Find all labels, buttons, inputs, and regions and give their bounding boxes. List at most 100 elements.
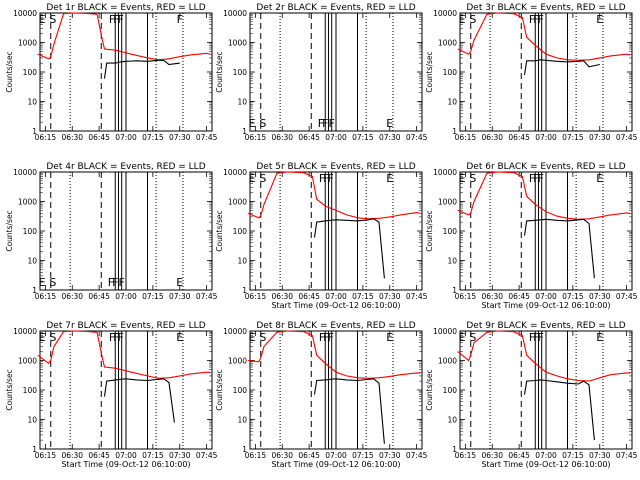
y-tick-label: 10000 bbox=[223, 168, 247, 177]
x-axis-label: Start Time (09-Oct-12 06:10:00) bbox=[61, 460, 190, 469]
event-marker: F bbox=[322, 117, 328, 130]
x-tick-label: 07:30 bbox=[379, 133, 401, 142]
y-axis-label: Counts/sec bbox=[5, 51, 14, 92]
event-marker: S bbox=[469, 331, 476, 344]
panel-title: Det 2r BLACK = Events, RED = LLD bbox=[256, 3, 415, 13]
events-series bbox=[313, 378, 385, 444]
x-tick-label: 06:45 bbox=[88, 133, 110, 142]
events-series bbox=[523, 218, 595, 279]
y-tick-label: 1000 bbox=[228, 39, 247, 48]
y-axis-label: Counts/sec bbox=[425, 369, 434, 410]
lld-series bbox=[247, 171, 420, 220]
y-tick-label: 1 bbox=[32, 445, 37, 454]
event-marker: E bbox=[386, 331, 393, 344]
y-tick-label: 10 bbox=[447, 257, 457, 266]
event-marker: F bbox=[537, 172, 543, 185]
x-tick-label: 06:15 bbox=[455, 292, 477, 301]
event-marker: S bbox=[469, 13, 476, 26]
event-marker: F bbox=[323, 172, 329, 185]
event-marker: E bbox=[249, 172, 256, 185]
x-tick-label: 06:45 bbox=[88, 292, 110, 301]
y-tick-label: 100 bbox=[233, 227, 248, 236]
y-tick-label: 10 bbox=[237, 98, 247, 107]
event-marker: F bbox=[319, 331, 325, 344]
event-marker: F bbox=[109, 13, 115, 26]
event-marker: F bbox=[108, 276, 114, 289]
x-tick-label: 06:15 bbox=[245, 133, 267, 142]
x-tick-label: 07:00 bbox=[535, 451, 557, 460]
x-tick-label: 07:00 bbox=[325, 451, 347, 460]
x-tick-label: 07:00 bbox=[325, 292, 347, 301]
panel-title: Det 5r BLACK = Events, RED = LLD bbox=[256, 162, 415, 172]
y-tick-label: 10000 bbox=[223, 327, 247, 336]
event-marker: E bbox=[596, 13, 603, 26]
y-tick-label: 1 bbox=[242, 127, 247, 136]
x-tick-label: 06:15 bbox=[245, 451, 267, 460]
x-axis-label: Start Time (09-Oct-12 06:10:00) bbox=[481, 460, 610, 469]
y-tick-label: 1 bbox=[242, 445, 247, 454]
event-marker: S bbox=[259, 331, 266, 344]
panel-det-9: Det 9r BLACK = Events, RED = LLD 1 10 100 10… bbox=[425, 321, 638, 469]
x-tick-label: 07:45 bbox=[406, 133, 428, 142]
x-tick-label: 06:45 bbox=[88, 451, 110, 460]
y-tick-label: 1000 bbox=[18, 198, 37, 207]
y-tick-label: 1000 bbox=[438, 39, 457, 48]
event-marker: E bbox=[386, 172, 393, 185]
y-tick-label: 10 bbox=[237, 257, 247, 266]
panel-title: Det 6r BLACK = Events, RED = LLD bbox=[466, 162, 625, 172]
x-tick-label: 06:30 bbox=[481, 292, 503, 301]
x-tick-label: 06:30 bbox=[481, 451, 503, 460]
event-marker: E bbox=[39, 331, 46, 344]
events-series bbox=[523, 59, 600, 75]
x-tick-label: 07:45 bbox=[196, 133, 218, 142]
event-marker: S bbox=[49, 13, 56, 26]
panel-det-2: Det 2r BLACK = Events, RED = LLD 1 10 100 10… bbox=[215, 3, 428, 142]
x-tick-label: 07:15 bbox=[562, 133, 584, 142]
x-tick-label: 07:15 bbox=[562, 292, 584, 301]
event-marker: E bbox=[459, 13, 466, 26]
x-tick-label: 07:15 bbox=[142, 451, 164, 460]
events-series bbox=[523, 379, 595, 441]
x-tick-label: 06:15 bbox=[455, 133, 477, 142]
event-marker: F bbox=[177, 13, 183, 26]
x-tick-label: 07:00 bbox=[115, 292, 137, 301]
event-marker: E bbox=[249, 331, 256, 344]
y-axis-label: Counts/sec bbox=[215, 210, 224, 251]
y-tick-label: 1000 bbox=[438, 357, 457, 366]
x-tick-label: 07:00 bbox=[115, 451, 137, 460]
y-tick-label: 10 bbox=[27, 416, 37, 425]
x-tick-label: 07:30 bbox=[589, 133, 611, 142]
x-tick-label: 07:45 bbox=[406, 292, 428, 301]
y-tick-label: 1000 bbox=[228, 357, 247, 366]
x-axis-label: Start Time (09-Oct-12 06:10:00) bbox=[271, 460, 400, 469]
x-tick-label: 07:00 bbox=[535, 133, 557, 142]
x-tick-label: 07:45 bbox=[196, 292, 218, 301]
x-tick-label: 06:45 bbox=[508, 292, 530, 301]
y-tick-label: 100 bbox=[233, 386, 248, 395]
event-marker: F bbox=[327, 331, 333, 344]
x-tick-label: 07:30 bbox=[169, 451, 191, 460]
event-marker: F bbox=[529, 172, 535, 185]
event-marker: E bbox=[176, 276, 183, 289]
y-tick-label: 1 bbox=[452, 286, 457, 295]
y-tick-label: 1000 bbox=[18, 39, 37, 48]
event-marker: S bbox=[49, 331, 56, 344]
y-tick-label: 100 bbox=[23, 386, 38, 395]
event-marker: S bbox=[49, 276, 56, 289]
y-tick-label: 10 bbox=[27, 257, 37, 266]
y-axis-label: Counts/sec bbox=[5, 210, 14, 251]
x-tick-label: 06:45 bbox=[298, 133, 320, 142]
y-tick-label: 1000 bbox=[228, 198, 247, 207]
x-tick-label: 07:45 bbox=[616, 292, 638, 301]
x-tick-label: 07:00 bbox=[115, 133, 137, 142]
lld-series bbox=[37, 330, 210, 379]
x-tick-label: 07:30 bbox=[379, 451, 401, 460]
x-tick-label: 06:45 bbox=[508, 133, 530, 142]
panel-title: Det 3r BLACK = Events, RED = LLD bbox=[466, 3, 625, 13]
event-marker: S bbox=[259, 117, 266, 130]
event-marker: F bbox=[537, 331, 543, 344]
event-marker: F bbox=[533, 13, 539, 26]
x-tick-label: 07:45 bbox=[616, 133, 638, 142]
y-tick-label: 1000 bbox=[438, 198, 457, 207]
